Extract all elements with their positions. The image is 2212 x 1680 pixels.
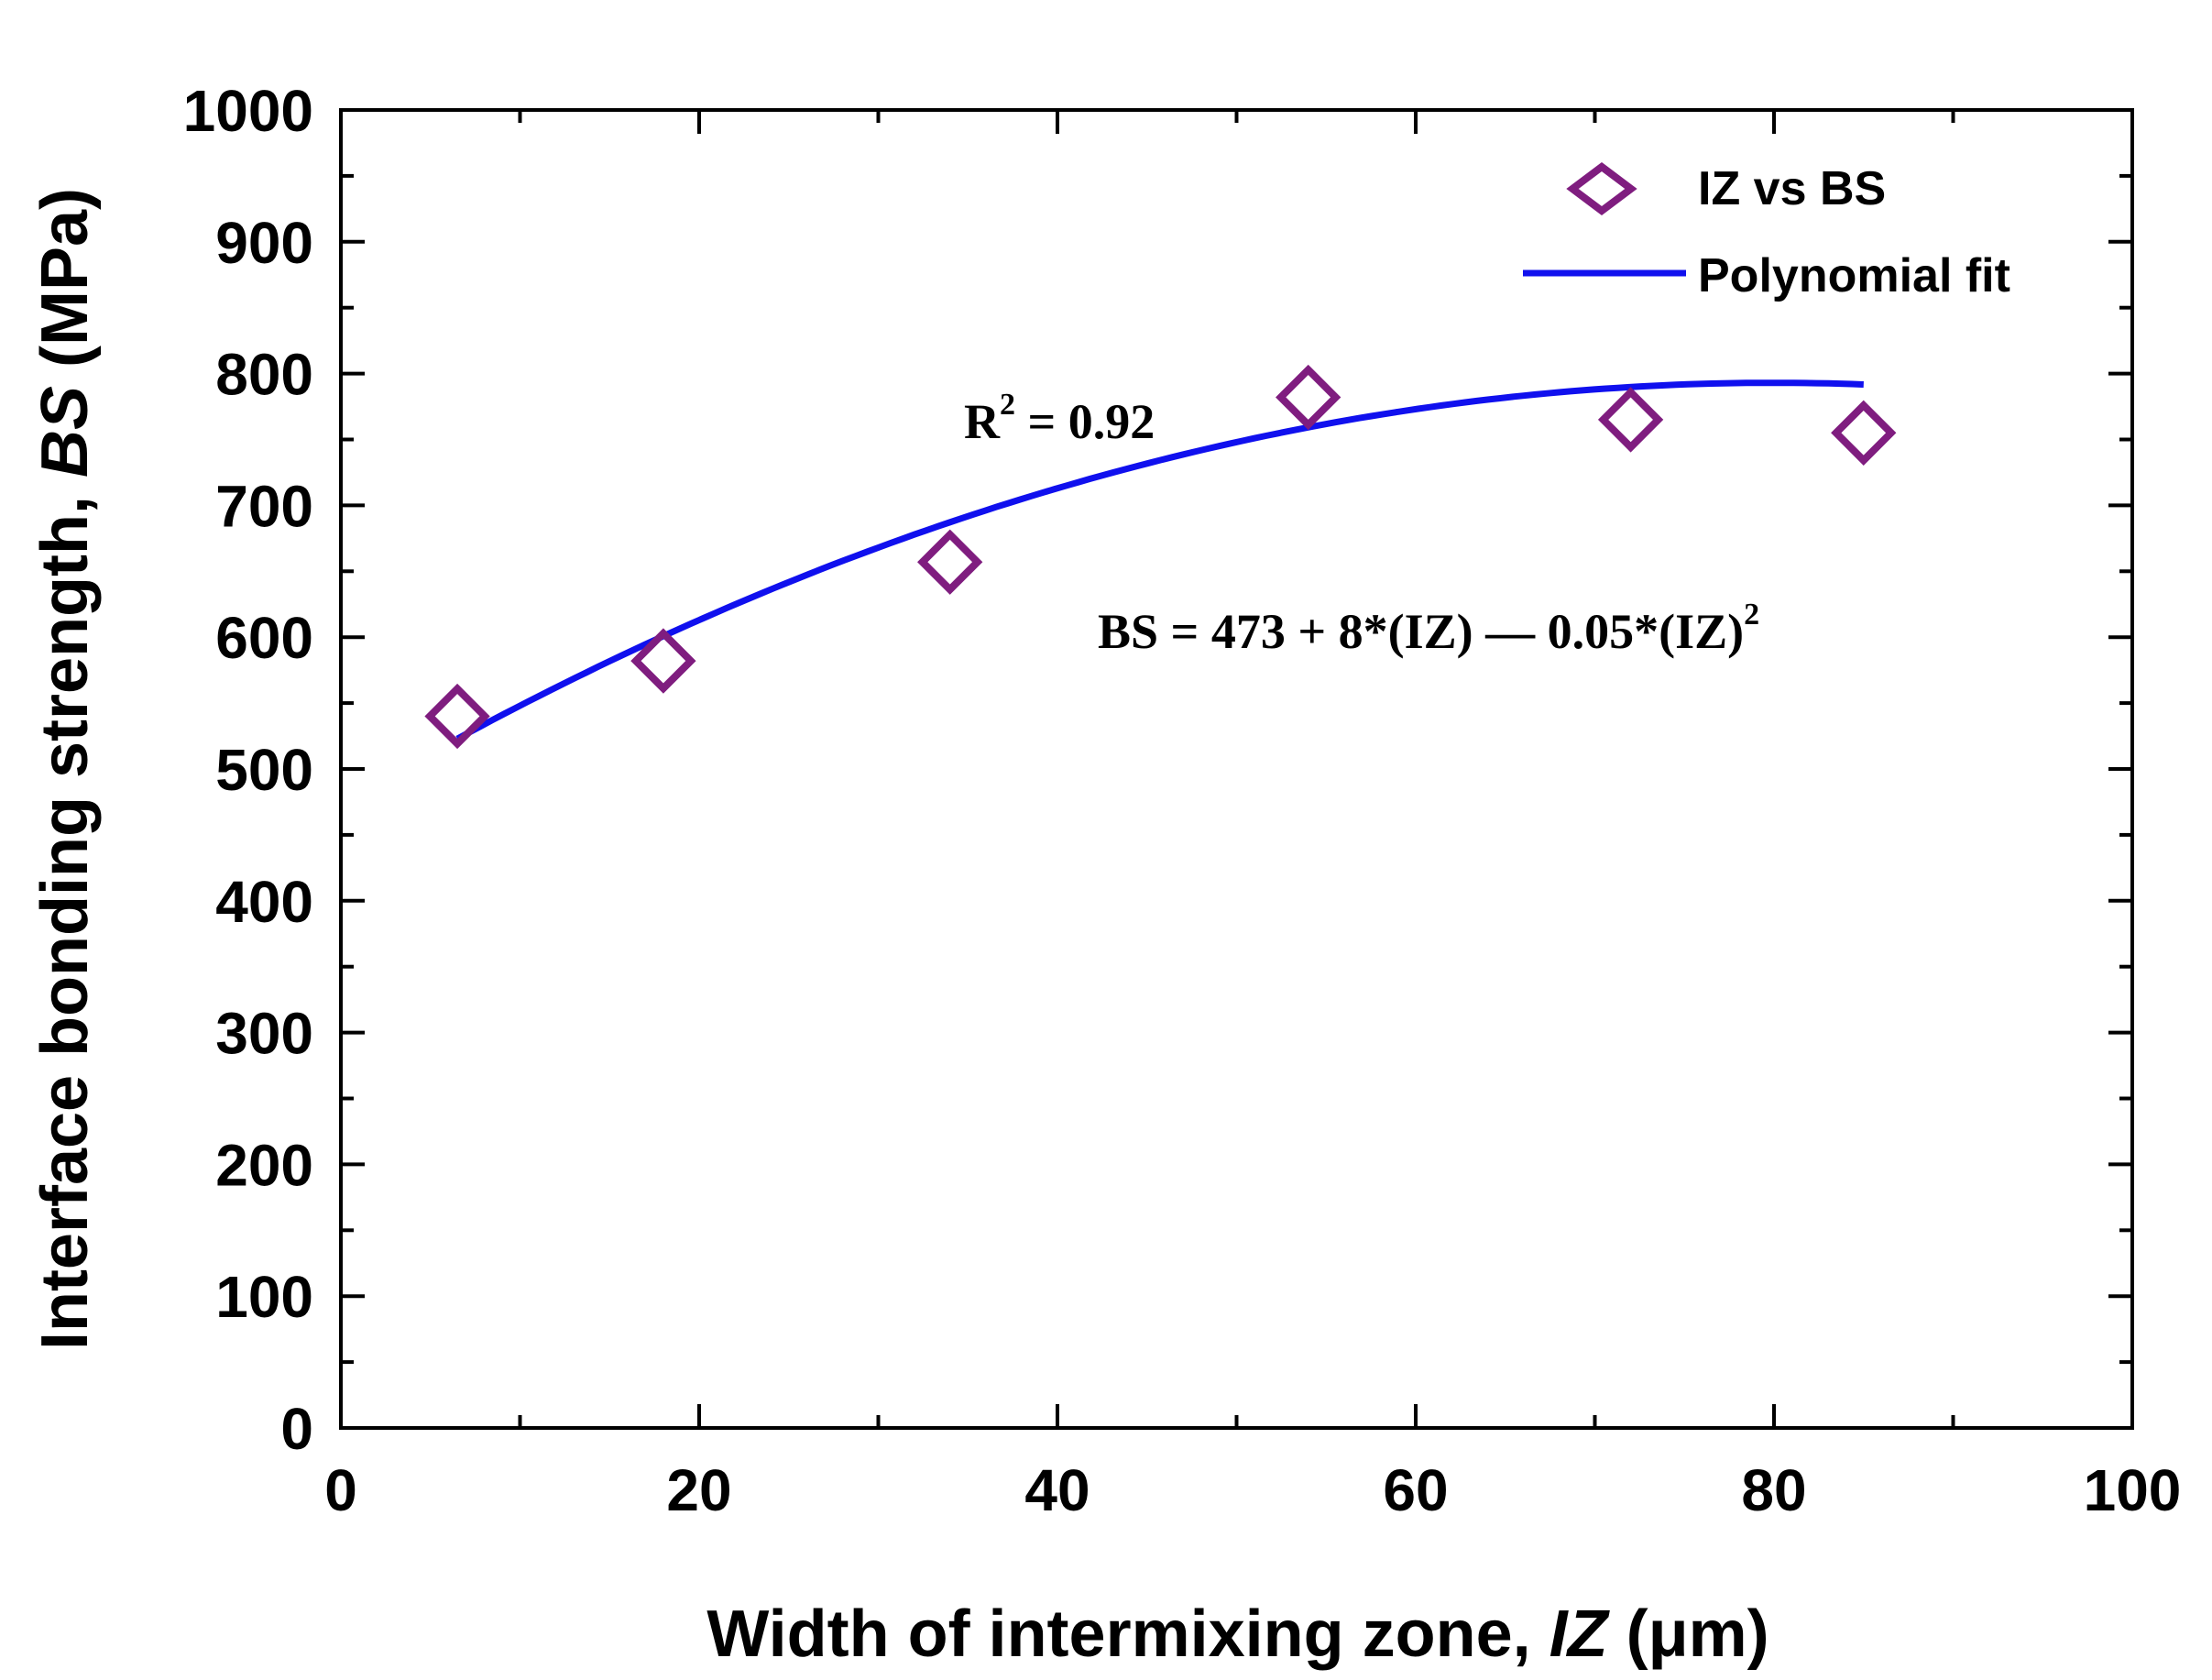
y-axis-ticks [341, 108, 2132, 1430]
x-axis-ticks [339, 110, 2134, 1428]
x-axis-tick-labels: 0 20 40 60 80 100 [324, 1457, 2181, 1523]
x-axis-title: Width of intermixing zone, IZ (μm) [706, 1598, 1769, 1671]
y-tick-label: 300 [215, 1001, 313, 1067]
scatter-point [917, 529, 983, 595]
fit-equation-sup: 2 [1744, 598, 1759, 631]
y-axis-title-unit: (MPa) [28, 188, 102, 386]
x-tick-label: 40 [1024, 1457, 1090, 1523]
r-squared-base: R [964, 394, 1001, 449]
scatter-point [1597, 387, 1664, 453]
legend-label-fit: Polynomial fit [1698, 249, 2010, 302]
x-axis-title-italic: IZ [1549, 1598, 1611, 1671]
y-tick-label: 500 [215, 737, 313, 803]
scatter-point [1276, 364, 1341, 431]
fit-equation-annotation: BS = 473 + 8*(IZ) — 0.05*(IZ)2 [1098, 598, 1759, 659]
y-tick-label: 0 [280, 1396, 313, 1462]
x-tick-label: 0 [324, 1457, 357, 1523]
scatter-points [424, 364, 1897, 750]
x-tick-label: 100 [2084, 1457, 2182, 1523]
scatter-point [1831, 400, 1897, 466]
fit-equation-main: BS = 473 + 8*(IZ) — 0.05*(IZ) [1098, 604, 1744, 659]
y-tick-label: 600 [215, 605, 313, 671]
x-tick-label: 20 [666, 1457, 731, 1523]
y-tick-label: 900 [215, 210, 313, 276]
scatter-point [424, 683, 490, 750]
legend: IZ vs BS Polynomial fit [1523, 162, 2010, 302]
legend-label-scatter: IZ vs BS [1698, 162, 1886, 215]
y-tick-label: 700 [215, 473, 313, 539]
scatter-point [630, 628, 696, 694]
x-tick-label: 60 [1383, 1457, 1448, 1523]
legend-diamond-marker [1566, 162, 1637, 215]
x-axis-title-unit: (μm) [1608, 1598, 1769, 1671]
y-tick-label: 1000 [183, 78, 313, 144]
y-axis-tick-labels: 0 100 200 300 400 500 600 700 800 900 1000 [183, 78, 313, 1462]
x-tick-label: 80 [1741, 1457, 1806, 1523]
y-tick-label: 800 [215, 342, 313, 408]
y-tick-label: 100 [215, 1264, 313, 1330]
x-axis-title-prefix: Width of intermixing zone, [706, 1598, 1549, 1671]
r-squared-value: = 0.92 [1015, 394, 1155, 449]
r-squared-annotation: R2 = 0.92 [964, 388, 1155, 449]
r-squared-sup: 2 [1000, 388, 1015, 422]
polynomial-fit-line [455, 379, 1864, 742]
y-axis-title-prefix: Interface bonding strength, [28, 478, 102, 1350]
y-tick-label: 200 [215, 1132, 313, 1198]
y-tick-label: 400 [215, 869, 313, 935]
y-axis-title-italic: BS [28, 386, 102, 478]
y-axis-title: Interface bonding strength, BS (MPa) [28, 188, 102, 1350]
